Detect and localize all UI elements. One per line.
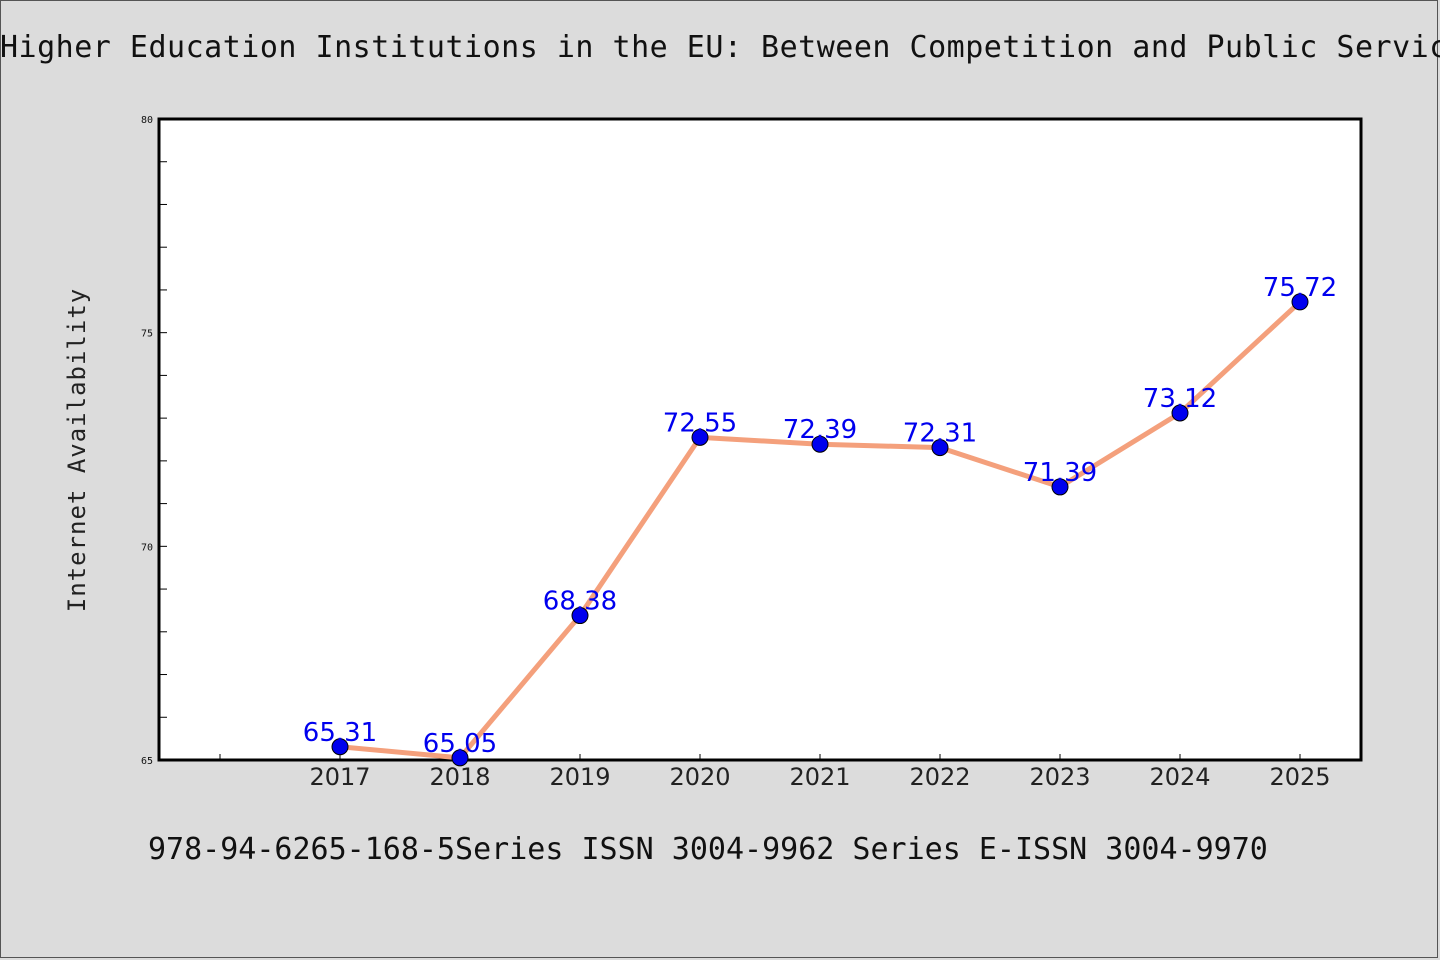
data-label: 73.12 (1143, 384, 1217, 414)
x-tick-label: 2025 (1269, 763, 1330, 791)
data-label: 71.39 (1023, 458, 1097, 488)
data-point (1291, 293, 1309, 311)
footer-isbn: 978-94-6265-168-5Series ISSN 3004-9962 S… (148, 832, 1268, 867)
data-label: 65.31 (303, 718, 377, 748)
x-tick-label: 2018 (429, 763, 490, 791)
data-label: 72.31 (903, 419, 977, 449)
data-label: 68.38 (543, 587, 617, 617)
y-tick-label: 65 (141, 756, 153, 767)
data-label: 72.39 (783, 415, 857, 445)
x-tick-label: 2019 (549, 763, 610, 791)
y-tick-label: 75 (141, 329, 153, 340)
y-axis-label: Internet Availability (63, 288, 91, 612)
y-tick-label: 80 (141, 115, 153, 126)
data-point (931, 439, 949, 457)
x-tick-label: 2021 (789, 763, 850, 791)
data-label: 75.72 (1263, 273, 1337, 303)
x-axis-ticks: 2017 2018 2019 2020 2021 2022 2023 2024 2025 (219, 754, 1331, 791)
data-point (811, 435, 829, 453)
data-label: 65.05 (423, 729, 497, 759)
series-group: 65.31 65.05 68.38 72.55 72.39 72.31 71.39 73.12… (303, 273, 1337, 767)
data-point (1171, 404, 1189, 422)
data-point (331, 738, 349, 756)
data-point (691, 428, 709, 446)
data-label: 72.55 (663, 408, 737, 438)
x-tick-label: 2024 (1149, 763, 1210, 791)
y-tick-label: 70 (141, 542, 153, 553)
data-point (451, 749, 469, 767)
y-axis-ticks: 65 70 75 80 (141, 115, 167, 767)
x-tick-label: 2022 (909, 763, 970, 791)
chart-title: Higher Education Institutions in the EU:… (0, 30, 1440, 65)
x-tick-label: 2020 (669, 763, 730, 791)
data-point (1051, 478, 1069, 496)
data-point (571, 607, 589, 625)
x-tick-label: 2023 (1029, 763, 1090, 791)
x-tick-label: 2017 (309, 763, 370, 791)
